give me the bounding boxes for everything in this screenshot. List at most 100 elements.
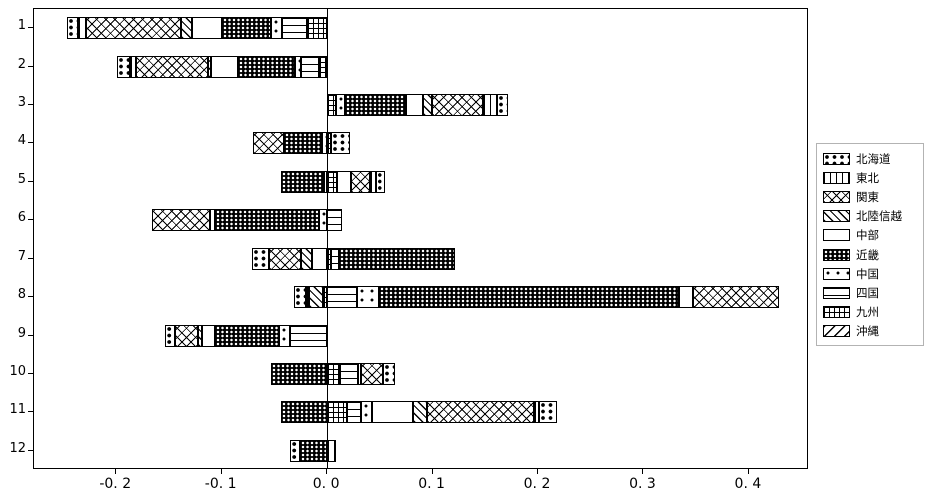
bar-segment-grid bbox=[327, 170, 337, 193]
legend: 北海道東北関東北陸信越中部近畿中国四国九州沖縄 bbox=[816, 143, 924, 346]
bar-segment-vlines bbox=[78, 17, 86, 40]
legend-label: 関東 bbox=[856, 189, 879, 204]
bar-segment-grid bbox=[327, 247, 332, 270]
bar-segment-dots-sparse bbox=[278, 324, 291, 347]
legend-entry: 四国 bbox=[823, 283, 916, 302]
y-tick-mark bbox=[28, 104, 33, 106]
bar-segment-dense-dots bbox=[299, 439, 328, 462]
legend-patch-diag-icon bbox=[823, 210, 850, 223]
legend-patch-dense-dots-icon bbox=[823, 248, 850, 261]
bar-segment-grid bbox=[327, 362, 340, 385]
legend-entry: 近畿 bbox=[823, 245, 916, 264]
bar-segment-diag bbox=[207, 55, 212, 78]
legend-entry: 沖縄 bbox=[823, 322, 916, 341]
bar-segment-dense-dots bbox=[215, 324, 279, 347]
x-tick-label: 0. 2 bbox=[523, 476, 551, 492]
bar-segment-dense-dots bbox=[237, 55, 296, 78]
bar-segment-crosshatch bbox=[85, 17, 181, 40]
y-tick-mark bbox=[28, 411, 33, 413]
bar-segment-vlines bbox=[306, 286, 310, 309]
bar-segment-dots-large bbox=[383, 362, 395, 385]
x-tick-label: 0. 3 bbox=[629, 476, 656, 492]
x-tick-label: 0. 0 bbox=[312, 476, 340, 492]
zero-line bbox=[326, 9, 328, 468]
legend-label: 中国 bbox=[856, 266, 879, 281]
bar-segment-vlines bbox=[129, 55, 137, 78]
y-tick-label: 5 bbox=[17, 171, 26, 187]
bar-segment-dots-sparse bbox=[318, 209, 328, 232]
bar-segment-hlines bbox=[331, 247, 339, 270]
bar-segment-dots-sparse bbox=[323, 170, 328, 193]
y-tick-label: 10 bbox=[9, 363, 26, 379]
bar-segment-dots-sparse bbox=[360, 401, 373, 424]
bar-segment-crosshatch bbox=[360, 362, 383, 385]
bar-segment-plain bbox=[201, 324, 216, 347]
bar-segment-crosshatch bbox=[269, 247, 301, 270]
x-tick-mark bbox=[431, 469, 433, 474]
bar-segment-dots-sparse bbox=[295, 55, 301, 78]
bar-segment-vlines bbox=[327, 439, 336, 462]
bar-segment-plain bbox=[211, 55, 238, 78]
bar-segment-hlines bbox=[290, 324, 328, 347]
x-tick-label: -0. 2 bbox=[99, 476, 132, 492]
bar-segment-plain bbox=[372, 401, 413, 424]
y-tick-mark bbox=[28, 257, 33, 259]
x-tick-label: -0. 1 bbox=[204, 476, 237, 492]
x-tick-mark bbox=[220, 469, 222, 474]
bar-segment-grid bbox=[318, 55, 328, 78]
bar-segment-dots-large bbox=[331, 132, 351, 155]
bar-segment-dots-sparse bbox=[356, 286, 379, 309]
bar-segment-dots-large bbox=[117, 55, 130, 78]
bar-segment-plain bbox=[210, 209, 216, 232]
legend-label: 北海道 bbox=[856, 151, 891, 166]
y-tick-mark bbox=[28, 334, 33, 336]
bar-segment-grid bbox=[307, 17, 328, 40]
bar-segment-dots-large bbox=[290, 439, 300, 462]
y-tick-label: 2 bbox=[17, 56, 26, 72]
bar-segment-grid bbox=[327, 94, 336, 117]
bar-segment-dots-large bbox=[252, 247, 270, 270]
bar-segment-dots-sparse bbox=[335, 94, 346, 117]
y-tick-label: 7 bbox=[17, 248, 26, 264]
bar-segment-diag bbox=[300, 247, 313, 270]
bar-segment-dots-large bbox=[66, 17, 79, 40]
bar-segment-plain bbox=[312, 247, 328, 270]
x-tick-mark bbox=[115, 469, 117, 474]
y-tick-mark bbox=[28, 27, 33, 29]
legend-entry: 東北 bbox=[823, 168, 916, 187]
bar-segment-diag bbox=[423, 94, 432, 117]
y-tick-label: 1 bbox=[17, 18, 26, 34]
legend-label: 東北 bbox=[856, 170, 879, 185]
legend-label: 北陸信越 bbox=[856, 209, 902, 224]
bar-segment-vlines bbox=[533, 401, 540, 424]
bar-segment-hlines bbox=[327, 209, 342, 232]
legend-label: 近畿 bbox=[856, 247, 879, 262]
legend-entry: 中部 bbox=[823, 226, 916, 245]
legend-label: 九州 bbox=[856, 305, 879, 320]
bar-segment-dense-dots bbox=[215, 209, 319, 232]
bar-segment-plain bbox=[406, 94, 424, 117]
bar-segment-diag bbox=[412, 401, 428, 424]
y-tick-label: 3 bbox=[17, 95, 26, 111]
y-tick-mark bbox=[28, 180, 33, 182]
bar-segment-crosshatch bbox=[175, 324, 199, 347]
bar-segment-dense-dots bbox=[345, 94, 407, 117]
legend-label: 四国 bbox=[856, 285, 879, 300]
bar-segment-crosshatch bbox=[152, 209, 211, 232]
y-tick-label: 11 bbox=[9, 402, 26, 418]
plot-area bbox=[33, 8, 808, 469]
bar-segment-dense-dots bbox=[271, 362, 328, 385]
y-tick-mark bbox=[28, 372, 33, 374]
bar-segment-crosshatch bbox=[693, 286, 780, 309]
bar-segment-dense-dots bbox=[283, 132, 322, 155]
bar-segment-hlines bbox=[281, 17, 308, 40]
y-tick-mark bbox=[28, 296, 33, 298]
y-tick-mark bbox=[28, 65, 33, 67]
bar-segment-plain bbox=[336, 170, 352, 193]
y-tick-label: 8 bbox=[17, 287, 26, 303]
bar-segment-hlines bbox=[347, 401, 361, 424]
legend-patch-plain-icon bbox=[823, 229, 850, 242]
x-tick-label: 0. 1 bbox=[418, 476, 445, 492]
y-tick-label: 6 bbox=[17, 210, 26, 226]
